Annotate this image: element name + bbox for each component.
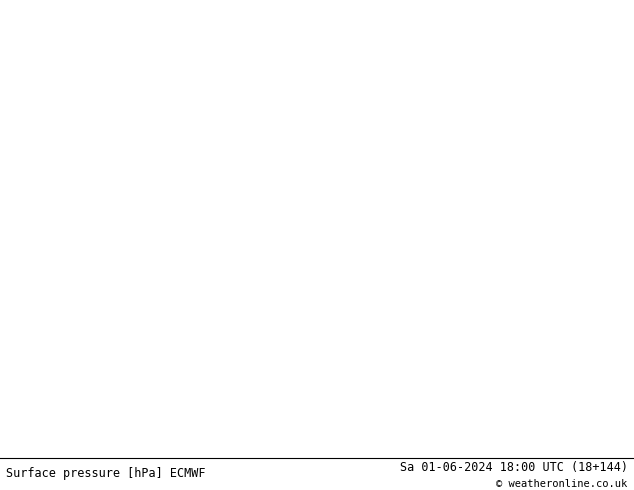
Text: Sa 01-06-2024 18:00 UTC (18+144): Sa 01-06-2024 18:00 UTC (18+144) <box>399 462 628 474</box>
Text: © weatheronline.co.uk: © weatheronline.co.uk <box>496 479 628 489</box>
Text: Surface pressure [hPa] ECMWF: Surface pressure [hPa] ECMWF <box>6 467 206 480</box>
